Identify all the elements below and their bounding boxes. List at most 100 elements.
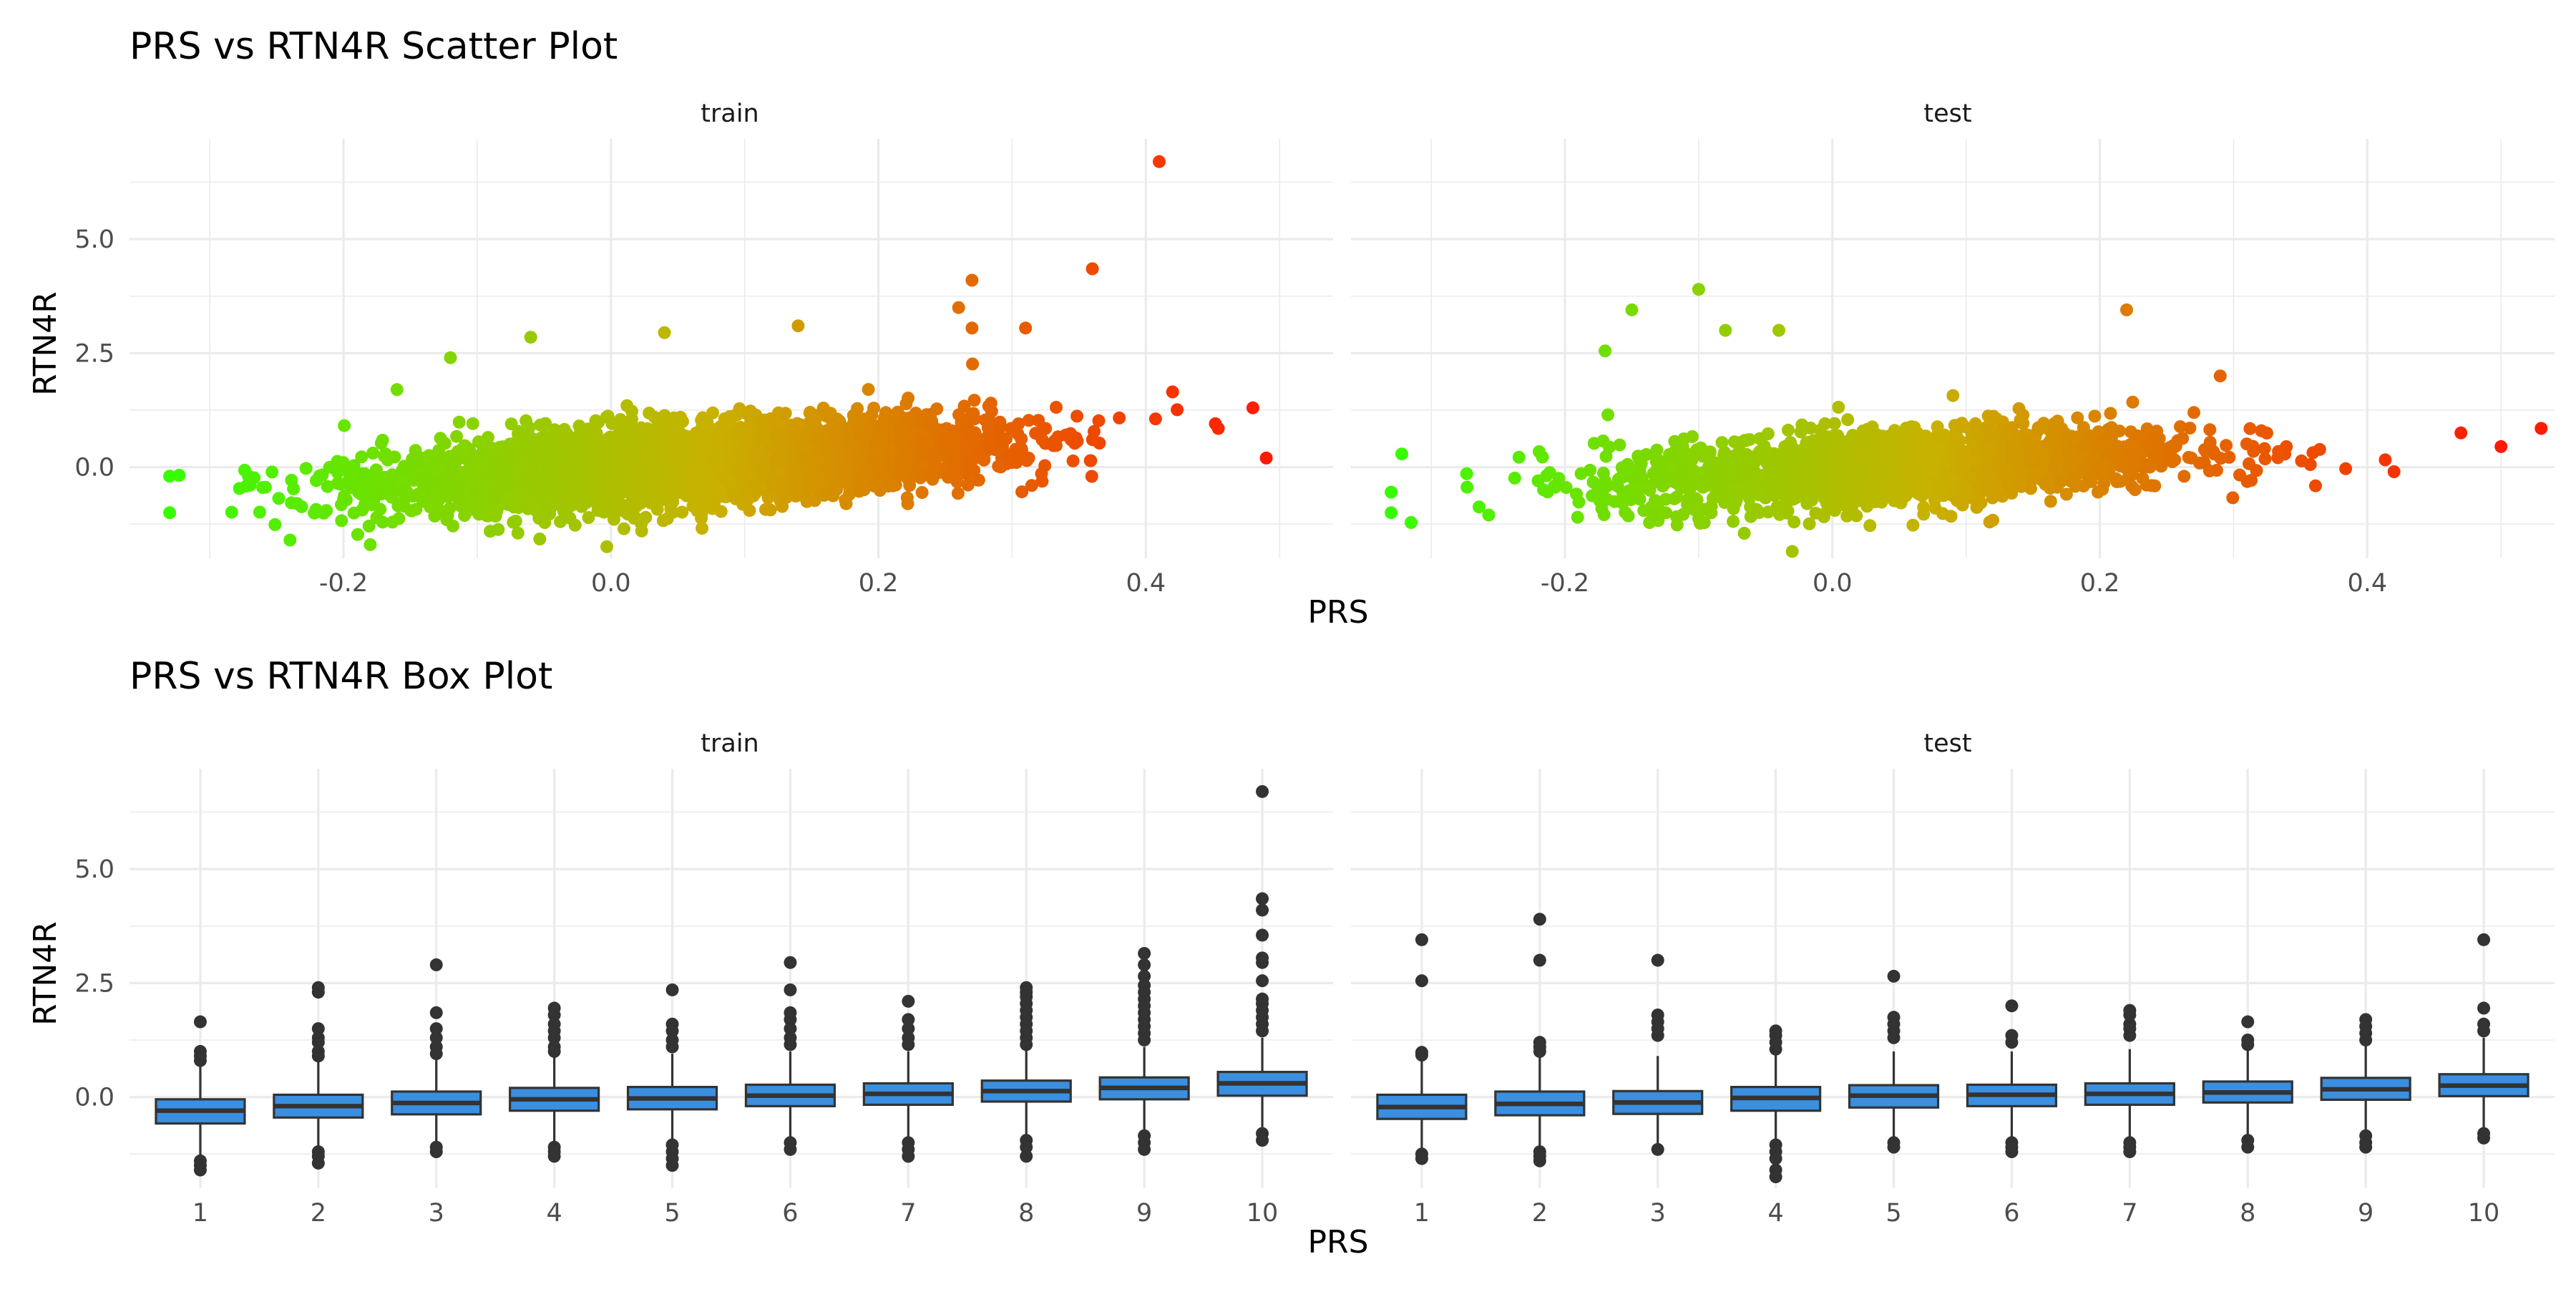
scatter-point-train-3789 [743,469,756,482]
scatter-point-train-3760 [600,446,613,459]
scatter-point-test-830 [2127,396,2140,409]
scatter-point-test-897 [2163,441,2176,454]
scatter-point-train-3795 [316,469,328,482]
scatter-point-train-3086 [992,460,1005,472]
scatter-point-train-3619 [427,453,440,466]
scatter-point-train-3803 [952,301,965,314]
scatter-point-train-3805 [965,321,978,334]
scatter-point-train-3260 [1032,427,1045,439]
scatter-point-train-538 [1149,412,1162,425]
scatter-point-train-3750 [957,439,970,452]
scatter-point-test-78 [1460,481,1473,494]
scatter-point-test-677 [2243,422,2256,435]
scatter-point-train-1417 [764,503,777,516]
scatter-point-train-3800 [1153,155,1166,168]
scatter-point-train-3759 [285,496,298,509]
scatter-point-train-3079 [965,408,978,421]
scatter-point-train-3161 [902,392,914,404]
scatter-point-train-1002 [618,523,630,535]
scatter-point-train-3393 [803,482,816,495]
scatter-point-train-3545 [1048,434,1061,447]
scatter-point-train-3607 [821,463,834,476]
scatter-point-train-1988 [952,487,965,500]
scatter-point-train-3791 [639,455,652,468]
scatter-point-train-1872 [1050,401,1063,414]
scatter-point-train-3478 [743,422,756,434]
scatter-point-test-1001 [1863,519,1876,532]
scatter-point-test-31 [1782,424,1795,437]
scatter-point-train-3777 [643,472,655,485]
scatter-point-test-926 [1974,497,1987,510]
scatter-point-train-3732 [486,442,499,455]
scatter-point-train-3268 [903,412,916,424]
scatter-point-train-3810 [1246,402,1259,414]
scatter-point-train-3634 [799,452,812,465]
scatter-point-train-3724 [877,417,890,430]
scatter-point-train-196 [1085,470,1098,483]
scatter-point-train-3692 [739,440,752,453]
scatter-point-train-3764 [924,467,937,480]
scatter-point-train-3816 [391,383,404,396]
scatter-point-test-215 [2339,462,2352,475]
scatter-point-train-3781 [343,463,356,476]
scatter-point-train-3752 [764,474,777,487]
scatter-point-train-3745 [729,427,742,439]
scatter-point-train-3738 [355,467,368,480]
scatter-point-train-2789 [308,507,321,520]
scatter-point-train-3710 [685,463,698,476]
scatter-point-train-1069 [268,518,281,531]
scatter-point-train-3306 [651,503,664,516]
scatter-point-train-2681 [225,506,238,519]
scatter-point-train-444 [351,528,364,541]
scatter-point-train-3616 [570,445,582,458]
scatter-point-train-3814 [283,534,296,547]
scatter-point-train-3215 [809,494,821,507]
scatter-point-train-754 [779,407,792,419]
scatter-point-train-262 [533,533,546,545]
scatter-point-train-2784 [285,474,298,487]
scatter-point-train-3586 [816,475,829,488]
scatter-point-train-3811 [1260,452,1273,465]
scatter-point-train-3592 [756,430,769,443]
scatter-point-train-3492 [857,412,870,425]
scatter-point-train-1688 [335,514,348,527]
scatter-point-train-3768 [854,426,867,439]
scatter-point-train-3797 [736,455,748,467]
scatter-point-test-770 [1622,510,1635,523]
scatter-strip-train: train [701,99,758,128]
scatter-point-train-3531 [719,419,732,432]
scatter-point-test-963 [2306,446,2319,459]
scatter-point-test-620 [1395,447,1408,460]
scatter-point-train-3410 [762,492,775,505]
scatter-point-train-3653 [467,485,480,497]
scatter-point-test-913 [1929,502,1942,515]
scatter-point-train-3686 [713,445,726,457]
scatter-point-train-3521 [854,472,867,485]
scatter-point-train-3743 [593,475,606,488]
scatter-point-train-2200 [366,447,379,460]
scatter-point-train-3577 [729,492,742,505]
scatter-point-train-3718 [793,419,806,432]
scatter-point-train-2347 [355,450,368,463]
scatter-point-train-3329 [1025,479,1038,492]
scatter-point-train-3241 [240,480,253,492]
scatter-point-train-3475 [376,434,389,447]
scatter-point-train-3280 [458,466,471,479]
scatter-point-train-3748 [439,478,452,491]
scatter-point-train-3413 [1088,425,1101,438]
scatter-point-train-3505 [411,450,424,463]
scatter-point-train-3747 [691,487,704,500]
scatter-point-test-687 [2220,439,2233,452]
scatter-title: PRS vs RTN4R Scatter Plot [130,25,618,68]
scatter-point-train-3533 [508,437,521,450]
scatter-point-train-3149 [627,507,640,520]
scatter-point-train-3446 [916,486,929,499]
scatter-point-train-3807 [658,326,671,339]
scatter-point-train-3790 [868,479,881,492]
scatter-strip-test: test [1923,99,1971,128]
scatter-point-test-232 [2104,407,2117,420]
scatter-point-train-3755 [624,466,637,479]
scatter-point-train-3798 [977,454,990,467]
scatter-point-test-671 [2295,455,2308,467]
